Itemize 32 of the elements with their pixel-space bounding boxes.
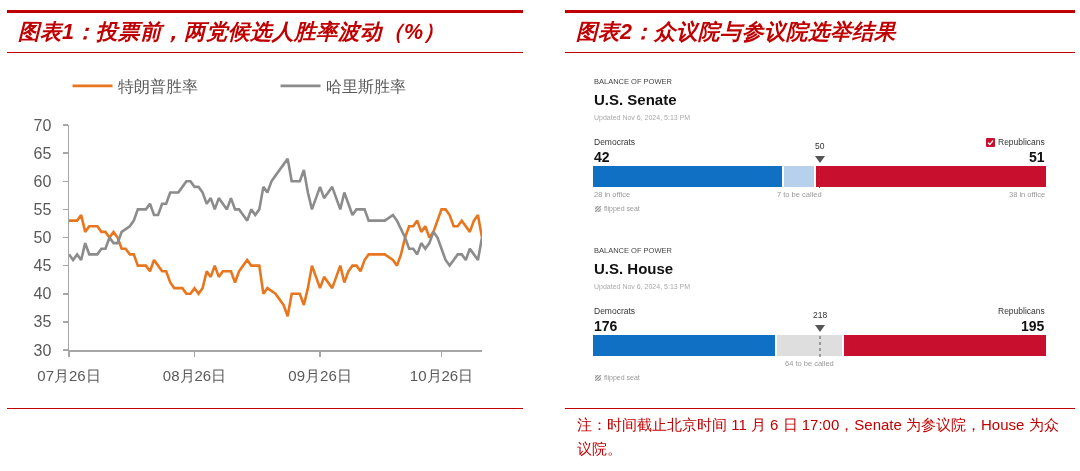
chart-title: U.S. Senate: [594, 91, 677, 108]
chart-title: U.S. House: [594, 260, 674, 277]
text: Democrats: [594, 306, 636, 316]
data-label: 42: [594, 149, 610, 165]
x-tick-label: 10月26日: [409, 366, 474, 384]
y-tick-label: 30: [33, 341, 52, 359]
x-tick-label: 09月26日: [288, 366, 352, 384]
y-tick-label: 35: [33, 313, 52, 331]
line-series: [69, 208, 482, 318]
x-tick-label: 08月26日: [162, 366, 227, 384]
ref-line-label: 218: [813, 310, 828, 320]
y-tick-label: 60: [33, 172, 52, 190]
y-tick-label: 55: [33, 200, 52, 218]
text: Democrats: [594, 137, 636, 147]
y-tick-label: 40: [33, 285, 52, 303]
legend-label: Republicans: [998, 137, 1045, 147]
text: 图表2：众议院与参议院选举结果: [565, 10, 1075, 53]
y-tick-label: 50: [33, 229, 52, 247]
data-label: 176: [594, 318, 618, 334]
line-series: [69, 157, 482, 267]
data-label: 51: [1029, 149, 1045, 165]
data-label: 195: [1021, 318, 1045, 334]
y-tick-label: 45: [33, 257, 52, 275]
text: Republicans: [998, 306, 1045, 316]
y-tick-label: 70: [33, 116, 52, 134]
chart-title: 图表1：投票前，两党候选人胜率波动（%）: [7, 10, 523, 53]
ref-line-label: 50: [815, 141, 825, 151]
legend-label: 哈里斯胜率: [325, 78, 406, 96]
text: 注：时间截止北京时间 11 月 6 日 17:00，Senate 为参议院，House 为众议院。: [565, 408, 1075, 461]
legend-label: 特朗普胜率: [117, 78, 198, 96]
y-tick-label: 65: [33, 144, 52, 162]
x-tick-label: 07月26日: [37, 366, 101, 384]
